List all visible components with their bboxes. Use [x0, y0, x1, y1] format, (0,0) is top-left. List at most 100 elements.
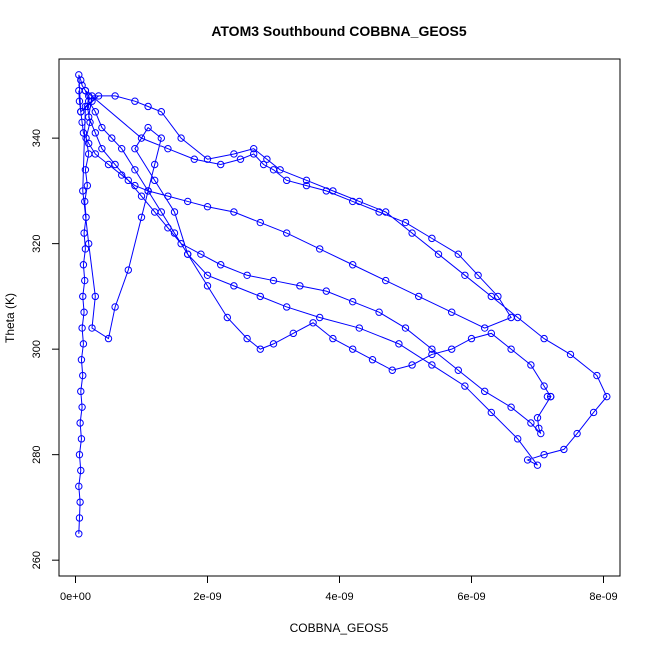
data-point — [83, 102, 92, 111]
data-point — [243, 271, 251, 279]
data-point — [157, 134, 166, 142]
data-point — [543, 392, 552, 401]
data-point — [349, 261, 357, 269]
data-point — [144, 123, 152, 132]
data-point — [217, 261, 225, 269]
data-point — [461, 382, 469, 390]
data-point — [104, 334, 113, 343]
y-tick-label: 300 — [31, 340, 43, 358]
data-point — [533, 414, 542, 422]
data-point — [368, 356, 377, 364]
data-point — [523, 456, 532, 464]
data-point — [144, 102, 152, 111]
data-point — [79, 261, 88, 269]
data-point — [75, 482, 83, 491]
data-point — [83, 181, 92, 190]
data-point — [434, 250, 443, 258]
data-point — [85, 239, 93, 248]
data-point — [88, 92, 96, 100]
data-point — [401, 324, 410, 332]
data-point — [507, 345, 515, 353]
data-point — [81, 166, 90, 174]
data-point — [76, 419, 84, 427]
data-point — [283, 303, 291, 311]
data-point — [408, 361, 416, 369]
data-point — [144, 187, 152, 195]
data-point — [316, 245, 324, 253]
data-point — [487, 329, 495, 338]
data-point — [349, 345, 357, 353]
data-point — [487, 408, 495, 417]
x-axis-label: COBBNA_GEOS5 — [290, 621, 389, 635]
y-axis-label: Theta (K) — [3, 293, 17, 343]
data-point — [560, 445, 568, 454]
data-point — [111, 303, 119, 311]
data-point — [77, 466, 85, 475]
data-point — [170, 229, 179, 237]
data-point — [514, 435, 522, 443]
data-point — [540, 382, 548, 390]
data-point — [507, 403, 515, 411]
series-line — [78, 74, 608, 534]
data-point — [91, 129, 100, 137]
data-point — [151, 160, 159, 169]
data-point — [91, 292, 100, 301]
data-point — [540, 334, 548, 343]
data-point — [79, 187, 87, 195]
data-point — [79, 129, 88, 137]
data-point — [79, 371, 87, 380]
data-point — [75, 97, 84, 105]
data-point — [91, 108, 100, 116]
data-point — [203, 203, 212, 211]
data-point — [329, 334, 337, 343]
data-point — [137, 213, 146, 221]
data-point — [547, 392, 555, 401]
data-point — [164, 192, 172, 200]
data-point — [467, 334, 476, 343]
data-point — [223, 313, 232, 322]
data-point — [184, 197, 192, 206]
data-point — [507, 313, 515, 322]
data-point — [131, 181, 139, 190]
data-point — [454, 366, 462, 374]
data-point — [250, 144, 258, 153]
data-point — [98, 144, 106, 153]
data-point — [296, 282, 304, 290]
data-point — [124, 266, 133, 274]
data-point — [190, 155, 199, 163]
data-point — [408, 229, 416, 237]
data-point — [322, 287, 330, 295]
data-point — [269, 276, 278, 285]
data-point — [78, 118, 86, 127]
data-point — [75, 450, 84, 459]
data-point — [85, 139, 93, 148]
data-point — [269, 340, 278, 348]
data-point — [388, 366, 396, 374]
y-tick-label: 320 — [31, 234, 43, 252]
data-point — [164, 224, 172, 232]
data-point — [85, 113, 93, 121]
y-tick-label: 260 — [31, 551, 43, 569]
data-point — [322, 187, 330, 195]
data-point — [88, 97, 96, 105]
data-point — [86, 118, 94, 127]
data-point — [184, 250, 192, 258]
data-point — [118, 144, 126, 153]
data-point — [428, 350, 436, 359]
data-point — [573, 429, 581, 438]
data-point — [302, 176, 311, 185]
data-point — [81, 102, 90, 111]
data-point — [80, 229, 88, 237]
data-point — [540, 450, 548, 459]
data-point — [481, 324, 489, 332]
plot-frame — [58, 58, 621, 577]
data-point — [85, 92, 93, 100]
x-tick-label: 8e-09 — [589, 591, 617, 603]
series-layer — [75, 71, 611, 538]
data-point — [283, 229, 291, 237]
data-point — [603, 392, 611, 401]
data-point — [78, 81, 86, 90]
data-point — [203, 271, 212, 279]
x-tick-label: 4e-09 — [325, 591, 353, 603]
data-point — [256, 218, 264, 227]
